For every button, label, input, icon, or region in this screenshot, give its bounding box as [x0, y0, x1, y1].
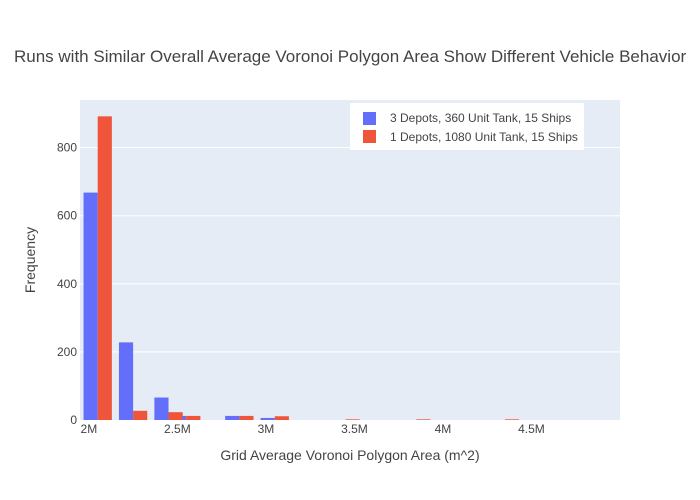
- x-axis-ticks: 2M 2.5M 3M 3.5M 4M 4.5M: [81, 422, 545, 436]
- bar-series-1[interactable]: [154, 397, 169, 420]
- y-tick-label: 600: [57, 209, 77, 223]
- chart-title: Runs with Similar Overall Average Vorono…: [14, 47, 687, 66]
- x-tick-label: 4M: [435, 422, 452, 436]
- bar-series-2[interactable]: [168, 412, 183, 420]
- y-tick-label: 0: [70, 413, 77, 427]
- x-tick-label: 4.5M: [518, 422, 545, 436]
- x-tick-label: 3.5M: [341, 422, 368, 436]
- x-tick-label: 2.5M: [164, 422, 191, 436]
- x-tick-label: 3M: [258, 422, 275, 436]
- bar-series-2[interactable]: [416, 419, 431, 420]
- x-axis-label: Grid Average Voronoi Polygon Area (m^2): [220, 447, 479, 463]
- y-tick-label: 400: [57, 277, 77, 291]
- bar-series-1[interactable]: [260, 417, 275, 420]
- bars: [83, 116, 520, 420]
- bar-series-2[interactable]: [345, 419, 360, 420]
- bar-series-2[interactable]: [504, 419, 520, 420]
- y-tick-label: 200: [57, 345, 77, 359]
- legend-swatch-series-1[interactable]: [363, 112, 376, 125]
- bar-series-2[interactable]: [133, 410, 148, 420]
- bar-series-1[interactable]: [225, 415, 240, 420]
- legend-label-series-2[interactable]: 1 Depots, 1080 Unit Tank, 15 Ships: [390, 130, 578, 144]
- y-axis-label: Frequency: [22, 227, 38, 293]
- plot-area: [80, 100, 620, 420]
- bar-series-2[interactable]: [239, 415, 254, 420]
- legend-background: [350, 103, 584, 150]
- bar-series-1[interactable]: [118, 342, 134, 420]
- bar-series-1[interactable]: [83, 192, 98, 420]
- legend-swatch-series-2[interactable]: [363, 130, 376, 143]
- legend[interactable]: 3 Depots, 360 Unit Tank, 15 Ships 1 Depo…: [350, 103, 584, 150]
- y-tick-label: 800: [57, 141, 77, 155]
- bar-series-2[interactable]: [274, 416, 289, 420]
- bar-series-2[interactable]: [186, 415, 201, 420]
- y-axis-ticks: 0 200 400 600 800: [57, 141, 77, 427]
- x-tick-label: 2M: [81, 422, 98, 436]
- bar-series-2[interactable]: [97, 116, 112, 420]
- legend-label-series-1[interactable]: 3 Depots, 360 Unit Tank, 15 Ships: [390, 111, 571, 125]
